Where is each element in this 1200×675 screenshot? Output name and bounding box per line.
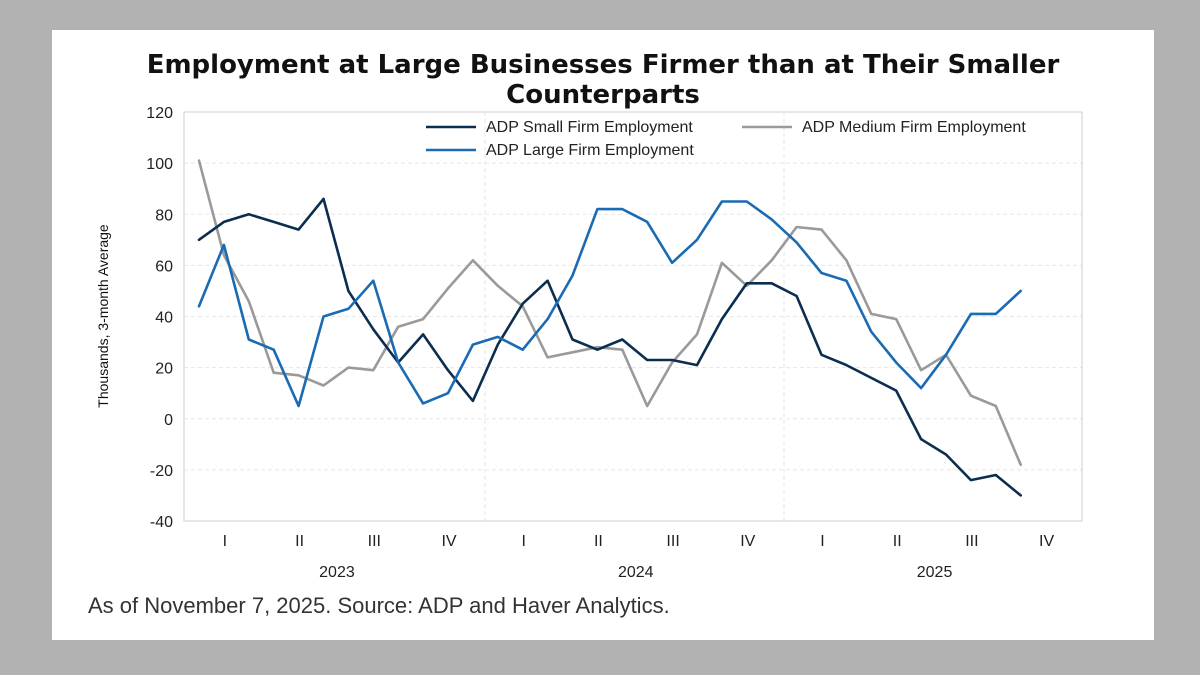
source-note: As of November 7, 2025. Source: ADP and … [88,593,670,618]
x-year-label: 2024 [618,564,654,581]
series-line-medium [197,159,1023,467]
y-axis-ticks: 120 100 80 60 40 20 0 -20 -40 [146,105,173,531]
y-tick-label: 120 [146,105,173,122]
y-tick-label: 80 [155,207,173,224]
x-year-label: 2023 [319,564,355,581]
chart-card: Employment at Large Businesses Firmer th… [52,30,1154,640]
gridlines [184,112,1082,521]
x-tick-label: III [965,533,978,550]
x-tick-label: I [521,533,525,550]
series-lines [197,159,1023,497]
x-tick-label: II [594,533,603,550]
y-tick-label: 100 [146,156,173,173]
y-tick-label: 20 [155,361,173,378]
legend-label: ADP Large Firm Employment [486,142,694,159]
chart-title: Employment at Large Businesses Firmer th… [146,50,1060,110]
y-tick-label: -20 [150,463,173,480]
plot-border [183,111,1083,522]
y-tick-label: 60 [155,258,173,275]
legend: ADP Small Firm Employment ADP Medium Firm… [426,119,1026,159]
x-year-label: 2025 [917,564,953,581]
x-tick-label: III [368,533,381,550]
plot-frame [183,111,1083,522]
x-tick-label: IV [441,533,456,550]
y-tick-label: 40 [155,310,173,327]
x-tick-label: IV [1039,533,1054,550]
legend-label: ADP Small Firm Employment [486,119,693,136]
x-tick-label: I [820,533,824,550]
legend-label: ADP Medium Firm Employment [802,119,1026,136]
y-axis-label: Thousands, 3-month Average [95,224,111,408]
x-tick-label: II [893,533,902,550]
x-tick-label: IV [740,533,755,550]
x-tick-label: II [295,533,304,550]
series-line-large [197,200,1023,408]
y-tick-label: 0 [164,412,173,429]
y-tick-label: -40 [150,514,173,531]
x-tick-label: III [666,533,679,550]
x-tick-label: I [223,533,227,550]
series-line-small [197,197,1023,497]
